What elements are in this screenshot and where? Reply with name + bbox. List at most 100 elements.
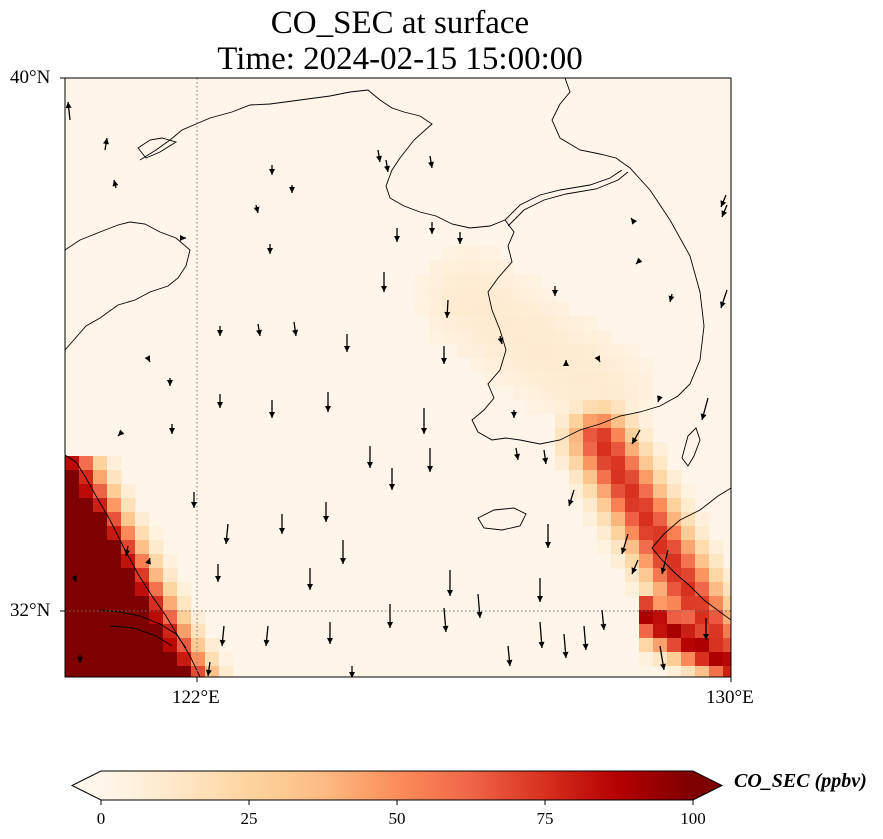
field-cell: [121, 582, 136, 597]
field-cell: [205, 638, 220, 653]
field-cell: [569, 358, 584, 373]
field-cell: [569, 470, 584, 485]
field-cell: [653, 484, 668, 499]
field-cell: [163, 610, 178, 625]
field-cell: [667, 652, 682, 667]
field-cell: [569, 386, 584, 401]
wind-arrow: [660, 549, 669, 575]
field-cell: [583, 400, 598, 415]
field-cell: [65, 624, 80, 639]
wind-arrow: [659, 645, 666, 671]
yalu-river-2: [507, 171, 629, 227]
field-cell: [135, 666, 150, 677]
field-cell: [93, 498, 108, 513]
field-cell: [65, 666, 80, 677]
wind-arrow: [721, 204, 728, 218]
wind-arrow: [545, 524, 551, 548]
field-cell: [121, 484, 136, 499]
field-cell: [163, 652, 178, 667]
field-cell: [79, 526, 94, 541]
field-cell: [93, 624, 108, 639]
co-concentration-field: [65, 246, 731, 677]
field-cell: [135, 512, 150, 527]
wind-arrow: [594, 355, 601, 363]
liaodong-coast: [139, 89, 506, 229]
wind-arrow: [620, 533, 629, 555]
wind-arrow: [442, 607, 449, 633]
field-cell: [443, 260, 458, 275]
field-cell: [597, 498, 612, 513]
field-cell: [611, 358, 626, 373]
field-cell: [79, 624, 94, 639]
field-cell: [639, 470, 654, 485]
field-cell: [681, 624, 696, 639]
field-cell: [569, 442, 584, 457]
field-cell: [555, 344, 570, 359]
field-cell: [597, 540, 612, 555]
field-cell: [65, 512, 80, 527]
wind-arrow: [497, 335, 504, 345]
field-cell: [625, 498, 640, 513]
map-title: CO_SEC at surface: [270, 5, 530, 41]
wind-arrow: [635, 257, 643, 265]
field-cell: [93, 610, 108, 625]
field-cell: [135, 540, 150, 555]
field-cell: [135, 526, 150, 541]
field-cell: [513, 358, 528, 373]
field-cell: [177, 596, 192, 611]
field-cell: [65, 498, 80, 513]
field-cell: [191, 666, 206, 677]
field-cell: [415, 288, 430, 303]
wind-arrow: [394, 228, 400, 242]
field-cell: [611, 498, 626, 513]
field-cell: [527, 288, 542, 303]
field-cell: [583, 372, 598, 387]
field-cell: [107, 484, 122, 499]
field-cell: [555, 456, 570, 471]
field-cell: [681, 526, 696, 541]
field-cell: [555, 386, 570, 401]
field-cell: [583, 330, 598, 345]
field-cell: [653, 624, 668, 639]
field-cell: [625, 568, 640, 583]
field-cell: [639, 596, 654, 611]
field-cell: [583, 428, 598, 443]
wind-arrow: [307, 568, 313, 590]
field-cell: [597, 386, 612, 401]
field-cell: [79, 596, 94, 611]
field-cell: [471, 260, 486, 275]
field-cell: [681, 540, 696, 555]
wind-arrow: [349, 666, 355, 677]
field-cell: [541, 302, 556, 317]
wind-arrow: [703, 618, 709, 640]
field-cell: [611, 526, 626, 541]
field-cell: [513, 372, 528, 387]
field-cell: [583, 442, 598, 457]
field-cell: [723, 610, 731, 625]
wind-arrow: [562, 633, 569, 659]
field-cell: [163, 554, 178, 569]
field-cell: [121, 652, 136, 667]
field-cell: [485, 288, 500, 303]
field-cell: [121, 554, 136, 569]
field-cell: [93, 470, 108, 485]
wind-arrow: [720, 194, 727, 208]
field-cell: [527, 400, 542, 415]
wind-arrow: [387, 604, 393, 628]
wind-arrow: [103, 137, 109, 151]
field-cell: [583, 386, 598, 401]
field-cell: [177, 666, 192, 677]
field-cell: [485, 330, 500, 345]
field-cell: [625, 372, 640, 387]
field-cell: [513, 288, 528, 303]
field-cell: [191, 638, 206, 653]
field-cell: [597, 400, 612, 415]
field-cell: [191, 610, 206, 625]
wind-arrow: [205, 661, 212, 677]
field-cell: [709, 568, 724, 583]
field-cell: [667, 610, 682, 625]
field-cell: [681, 666, 696, 677]
field-cell: [569, 400, 584, 415]
field-cell: [653, 638, 668, 653]
field-cell: [597, 358, 612, 373]
